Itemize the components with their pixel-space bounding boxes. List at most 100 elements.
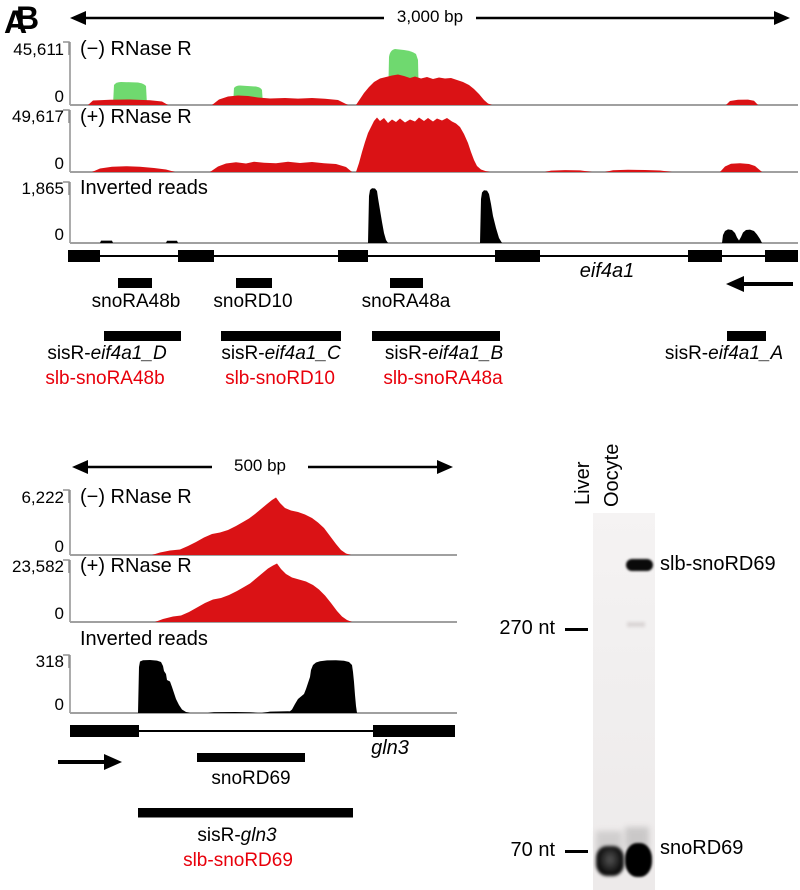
snorna-label-snoRA48a: snoRA48a [361,291,451,312]
sisr-label-eif4a1-B: sisR-eif4a1_B [364,343,524,365]
snorna-bar-snoRA48a [390,278,423,288]
top-track3-inverted-coverage [100,188,762,243]
bottom-track3-label: Inverted reads [80,628,208,650]
sisr-bar-eif4a1-C [221,331,341,341]
exon-box [373,725,455,737]
bottom-track1-max: 6,222 [21,488,64,507]
ruler-left-arrowhead [72,460,88,474]
panel-letter-a: A [4,4,28,40]
sisr-gene-part: gln3 [240,825,277,846]
sisr-gene-part: eif4a1_B [428,343,504,364]
bottom-scale-label: 500 bp [212,456,308,476]
axis-tick-bracket [63,41,70,55]
marker-dash-70nt [565,850,588,853]
top-snorna-bars [118,278,423,288]
snorna-bar-snoRD69 [197,753,305,762]
top-track1-zero: 0 [54,87,64,106]
exon-box [338,250,368,262]
sisr-label-eif4a1-D: sisR-eif4a1_D [27,343,187,365]
top-track3-zero: 0 [54,225,64,244]
sisr-bar-eif4a1-D [104,331,181,341]
top-track3-max: 1,865 [21,179,64,198]
sisr-gene-part: eif4a1_A [708,343,784,364]
top-track3-axis [63,181,798,244]
sisr-label-gln3: sisR-gln3 [157,825,317,847]
lane-label-oocyte: Oocyte [601,443,623,507]
band-snoRD69-oocyte [625,843,652,877]
top-track2-label: (+) RNase R [80,106,192,128]
sisr-prefix: sisR- [664,343,709,364]
top-track1-label: (−) RNase R [80,38,192,60]
marker-label-270nt: 270 nt [499,617,555,639]
sisr-gene-part: eif4a1_C [264,343,341,364]
top-track2-zero: 0 [54,154,64,173]
band-faint-270 [627,622,645,627]
slb-label-snoRD10: slb-snoRD10 [225,368,335,389]
blot-band-label-slb-snoRD69: slb-snoRD69 [660,553,776,575]
sisr-gene-part: eif4a1_D [90,343,167,364]
band-snoRD69-liver [596,846,624,876]
top-track2-red-coverage [92,117,762,172]
ruler-left-arrowhead [70,11,86,25]
marker-dash-270nt [565,628,588,631]
northern-blot-lane-image [593,513,655,890]
top-track1-red-coverage [88,74,758,105]
sisr-label-eif4a1-A: sisR-eif4a1_A [644,343,800,365]
exon-box [178,250,214,262]
sisr-prefix: sisR- [384,343,429,364]
top-scale-ruler [70,11,790,25]
panel-letter-b: B [16,0,40,36]
sisr-bar-gln3 [138,808,353,818]
snorna-bar-snoRA48b [118,278,152,288]
bottom-scale-ruler [72,460,453,474]
bottom-track2-zero: 0 [54,604,64,623]
ruler-right-arrowhead [774,11,790,25]
slb-label-snoRA48a: slb-snoRA48a [383,368,503,389]
snorna-bar-snoRD10 [236,278,272,288]
top-scale-label: 3,000 bp [385,7,475,27]
gene-label-eif4a1: eif4a1 [579,260,635,282]
sisr-bar-eif4a1-B [372,331,500,341]
marker-label-70nt: 70 nt [510,839,555,861]
gene-label-gln3: gln3 [371,737,409,759]
bottom-track3-zero: 0 [54,695,64,714]
exon-box [495,250,540,262]
sisr-label-eif4a1-C: sisR-eif4a1_C [201,343,361,365]
sisr-prefix: sisR- [197,825,241,846]
exon-box [70,725,139,737]
bottom-track3-max: 318 [35,652,64,671]
bottom-gene-model [58,725,455,770]
slb-label-snoRD69: slb-snoRD69 [183,850,293,871]
bottom-track2-max: 23,582 [12,557,64,576]
bottom-track2-red-coverage [155,563,352,622]
bottom-track1-zero: 0 [54,537,64,556]
panel-letter: B A [4,0,60,42]
blot-band-label-snoRD69: snoRD69 [660,837,744,859]
snorna-label-snoRD69: snoRD69 [211,768,291,789]
gene-direction-arrowhead [104,754,122,770]
top-sisr-bars [104,331,766,341]
exon-box [765,250,798,262]
ruler-right-arrowhead [437,460,453,474]
sisr-prefix: sisR- [47,343,91,364]
bottom-track3-axis [63,654,457,714]
sisr-prefix: sisR- [221,343,265,364]
bottom-track1-label: (−) RNase R [80,486,192,508]
sisr-bar-eif4a1-A [727,331,766,341]
gene-direction-arrowhead [726,276,744,292]
band-slb-snoRD69 [626,559,653,571]
bottom-track2-label: (+) RNase R [80,555,192,577]
lane-label-liver: Liver [572,461,594,505]
exon-box [688,250,722,262]
top-track3-label: Inverted reads [80,177,208,199]
snorna-label-snoRD10: snoRD10 [213,291,293,312]
exon-box [68,250,100,262]
top-track2-max: 49,617 [12,107,64,126]
snorna-label-snoRA48b: snoRA48b [91,291,181,312]
bottom-track3-inverted-coverage [138,660,357,713]
top-track1-max: 45,611 [13,40,64,59]
top-gene-model [68,250,798,292]
slb-label-snoRA48b: slb-snoRA48b [45,368,165,389]
